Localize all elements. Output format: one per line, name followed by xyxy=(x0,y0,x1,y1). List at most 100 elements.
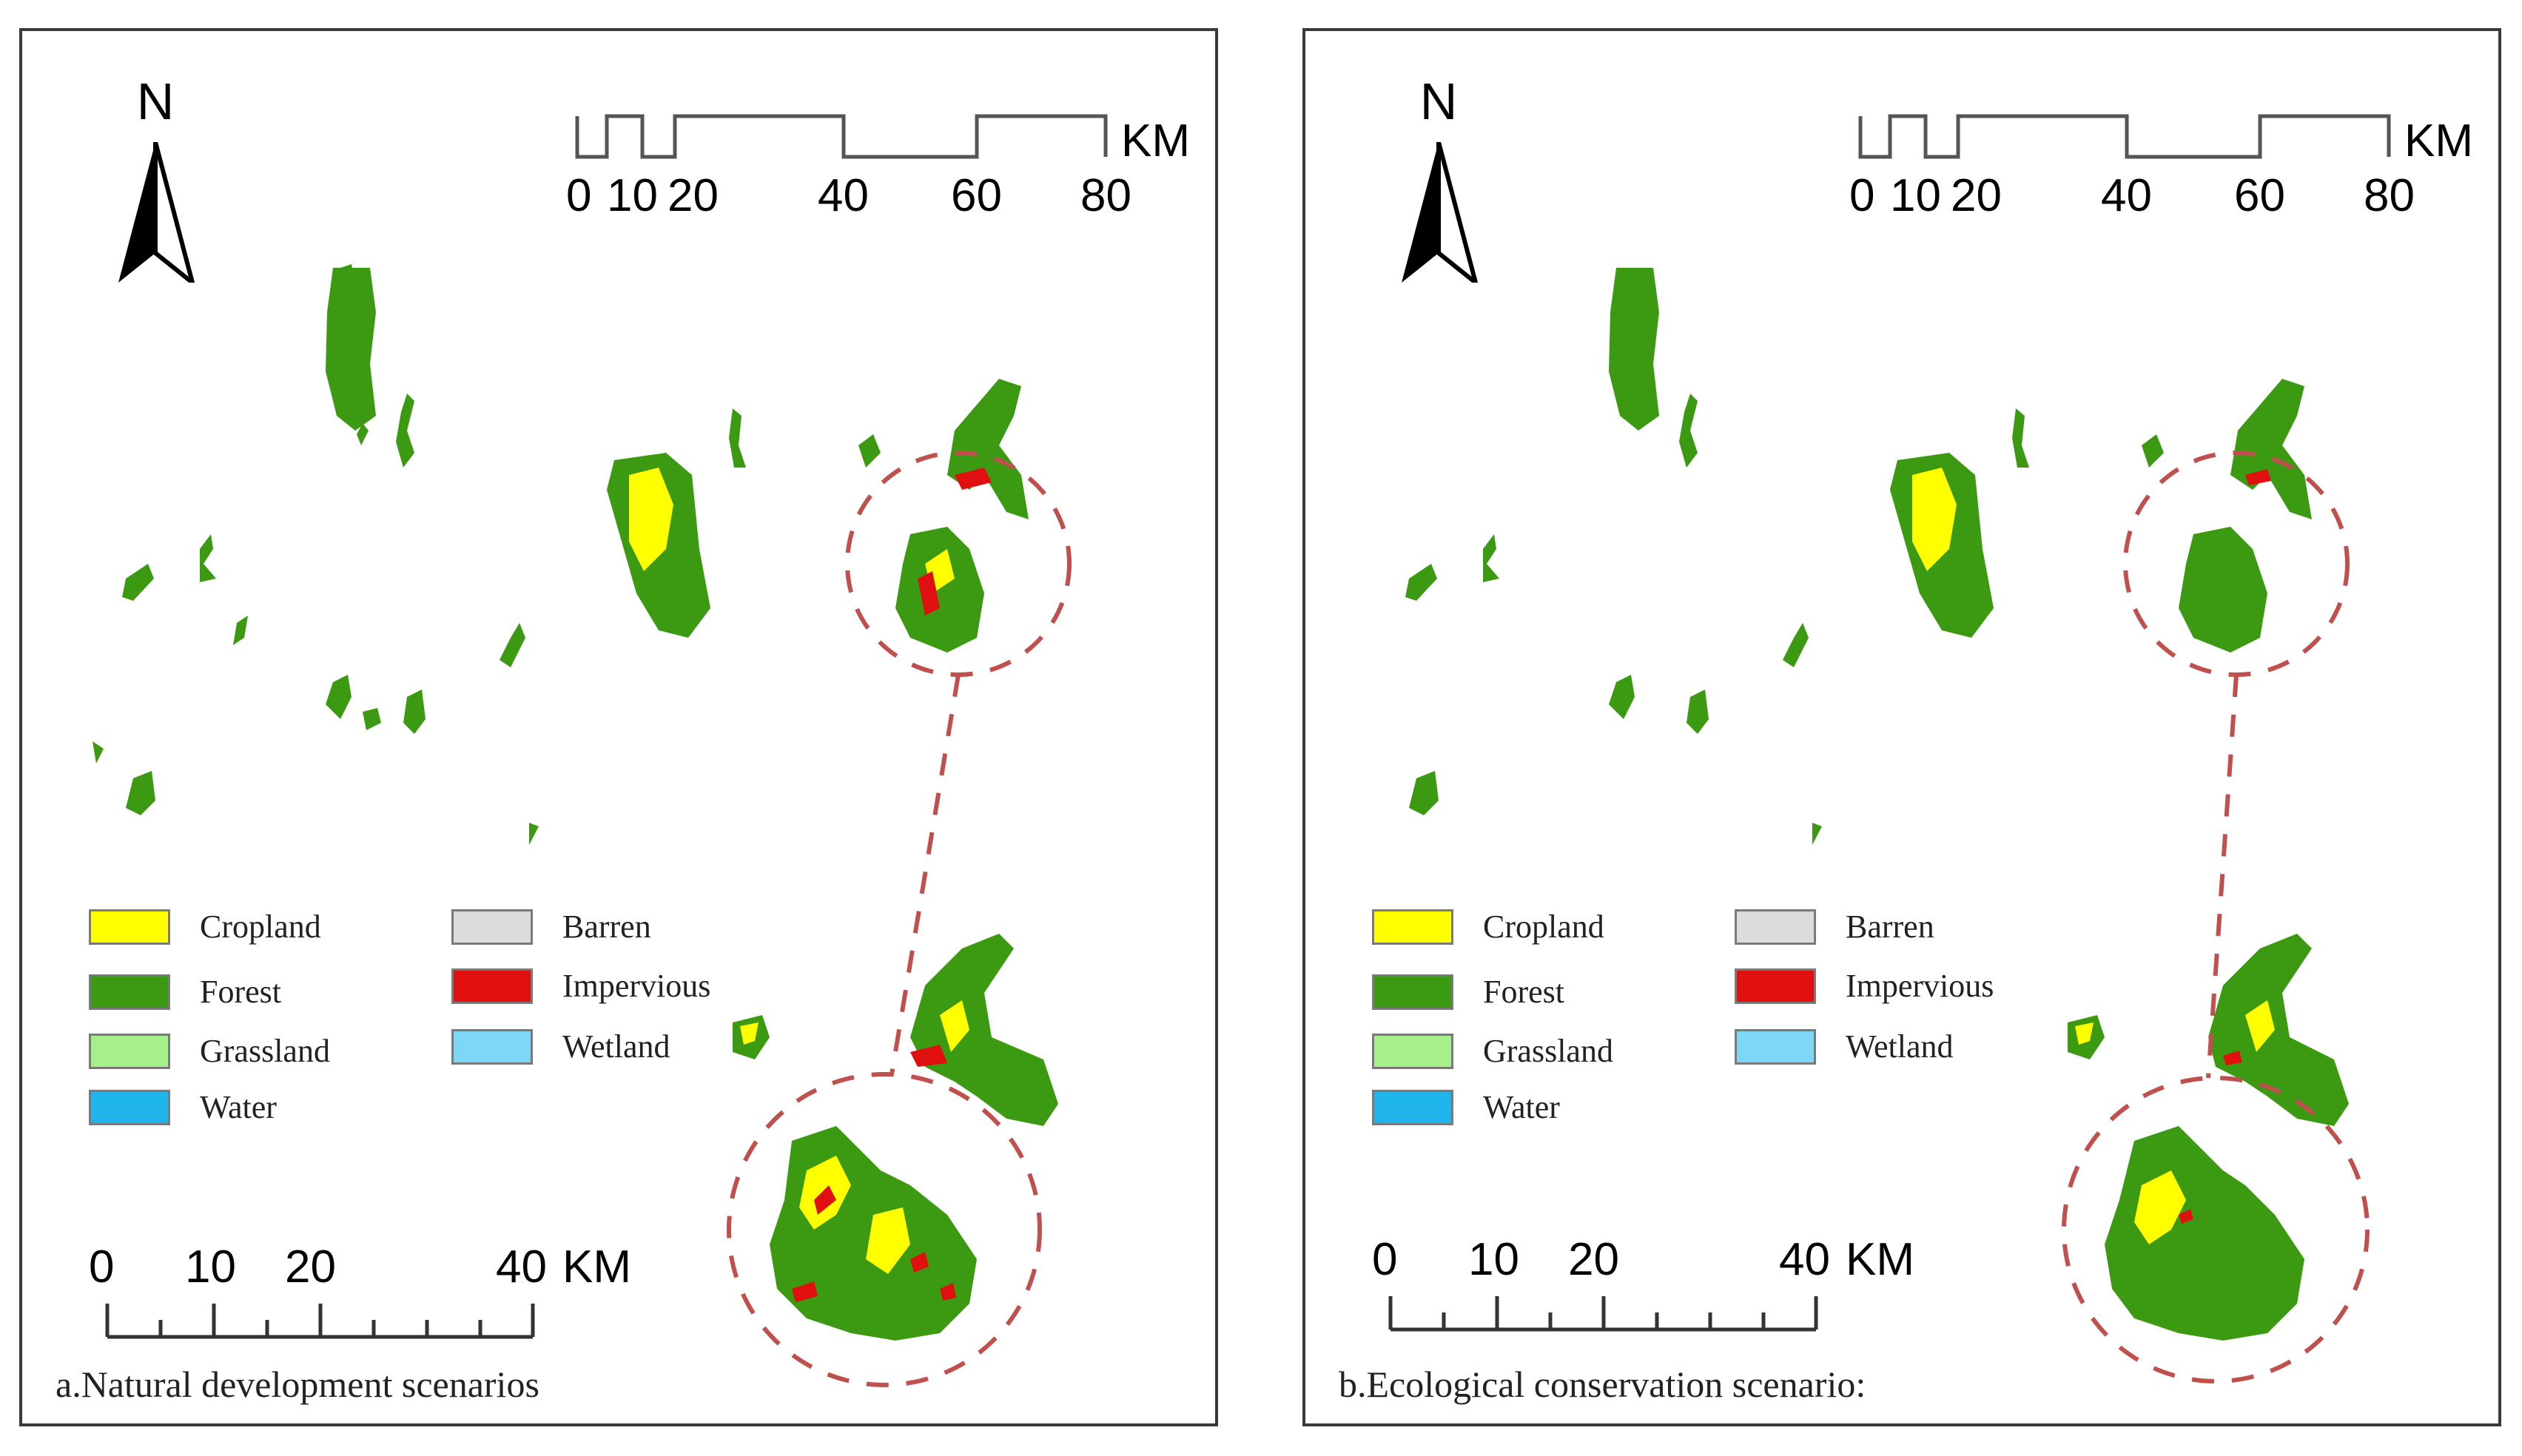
highlight-circles xyxy=(2062,451,2370,1383)
patch xyxy=(2245,1000,2275,1052)
patch xyxy=(500,623,525,667)
legend-label: Barren xyxy=(1846,909,1934,945)
scale-unit: KM xyxy=(562,1241,631,1292)
patch xyxy=(122,564,154,601)
patch xyxy=(1609,675,1635,719)
patch xyxy=(529,823,539,845)
patch xyxy=(2075,1022,2094,1045)
forest-patches xyxy=(93,264,1058,1341)
legend-item-forest: Forest xyxy=(89,973,281,1011)
patch xyxy=(396,394,414,468)
panel-caption: b.Ecological conservation scenario: xyxy=(1339,1364,1866,1405)
legend-item-grassland: Grassland xyxy=(89,1032,330,1070)
legend-swatch xyxy=(451,909,533,945)
connector-line xyxy=(2206,674,2239,1079)
highlight-circle xyxy=(727,1072,1042,1387)
patch xyxy=(2230,379,2312,519)
patch xyxy=(233,616,248,645)
impervious-patches xyxy=(792,468,992,1302)
connector-line xyxy=(890,674,961,1075)
legend-label: Wetland xyxy=(562,1028,670,1065)
map-panel-natural: N 0 10 20 40 60 80 KM Cropland Forest xyxy=(19,28,1218,1426)
map-canvas xyxy=(1405,268,2370,1383)
legend-item-impervious: Impervious xyxy=(451,967,710,1005)
legend-label: Forest xyxy=(1483,974,1564,1010)
patch xyxy=(1687,690,1709,734)
north-arrow: N xyxy=(104,75,207,283)
patch xyxy=(93,741,104,764)
scale-tick: 10 xyxy=(185,1241,236,1292)
patch xyxy=(1783,623,1809,667)
legend-label: Grassland xyxy=(1483,1033,1613,1069)
legend-item-impervious: Impervious xyxy=(1735,967,1994,1005)
patch xyxy=(1812,823,1822,845)
legend-label: Water xyxy=(1483,1089,1560,1125)
legend-item-wetland: Wetland xyxy=(451,1028,670,1065)
legend-item-grassland: Grassland xyxy=(1372,1032,1613,1070)
patch xyxy=(2179,527,2267,653)
north-arrow-icon xyxy=(1402,142,1479,283)
patch xyxy=(357,423,369,445)
patch xyxy=(1679,394,1698,468)
patch xyxy=(363,708,381,730)
legend: Cropland Forest Grassland Water Barren I… xyxy=(1372,908,2082,1159)
scale-tick: 10 xyxy=(1890,170,1941,221)
highlight-circles xyxy=(727,451,1072,1387)
legend-item-wetland: Wetland xyxy=(1735,1028,1954,1065)
patch xyxy=(2223,1051,2242,1065)
patch xyxy=(2179,1209,2193,1224)
panel-caption: a.Natural development scenarios xyxy=(56,1364,539,1405)
scale-tick: 40 xyxy=(818,170,869,221)
patch xyxy=(910,934,1058,1126)
patch xyxy=(126,771,155,815)
scale-tick: 20 xyxy=(285,1241,336,1292)
scale-tick: 0 xyxy=(566,170,592,221)
north-arrow: N xyxy=(1387,75,1490,283)
patch xyxy=(2142,434,2164,468)
patch xyxy=(326,268,376,431)
scale-tick: 0 xyxy=(1372,1234,1398,1285)
legend-item-barren: Barren xyxy=(1735,908,1934,946)
scale-tick: 40 xyxy=(496,1241,547,1292)
scale-tick: 60 xyxy=(2234,170,2285,221)
patch xyxy=(910,1045,947,1067)
patch xyxy=(2208,934,2349,1126)
patch xyxy=(1483,534,1499,582)
legend-swatch xyxy=(451,968,533,1004)
patch xyxy=(200,534,216,582)
patch xyxy=(740,1022,759,1045)
legend-swatch xyxy=(1372,1089,1453,1125)
legend-item-barren: Barren xyxy=(451,908,651,946)
legend-label: Barren xyxy=(562,909,651,945)
patch xyxy=(729,408,746,468)
scale-unit: KM xyxy=(2404,115,2473,166)
highlight-circle xyxy=(2062,1076,2370,1383)
patch xyxy=(940,1000,969,1052)
scale-tick: 0 xyxy=(1849,170,1875,221)
map-panel-conservation: N 0 10 20 40 60 80 KM Cropland Forest xyxy=(1302,28,2501,1426)
legend-label: Water xyxy=(200,1089,277,1125)
scale-tick: 40 xyxy=(1779,1234,1830,1285)
north-label: N xyxy=(1419,73,1458,130)
scale-tick: 20 xyxy=(668,170,719,221)
legend-swatch xyxy=(1735,968,1816,1004)
patch xyxy=(955,468,992,490)
scale-tick: 20 xyxy=(1568,1234,1619,1285)
legend-label: Cropland xyxy=(1483,909,1604,945)
legend-item-water: Water xyxy=(1372,1088,1560,1126)
legend-swatch xyxy=(1372,974,1453,1010)
patch xyxy=(866,1207,910,1274)
scale-tick: 60 xyxy=(951,170,1002,221)
patch xyxy=(1609,268,1659,431)
scale-unit: KM xyxy=(1846,1234,1914,1285)
legend-swatch xyxy=(1372,1033,1453,1069)
legend-label: Impervious xyxy=(1846,968,1994,1004)
legend-label: Cropland xyxy=(200,909,321,945)
patch xyxy=(2012,408,2029,468)
patch xyxy=(895,527,984,653)
patch xyxy=(340,264,354,275)
legend-swatch xyxy=(89,974,170,1010)
legend-swatch xyxy=(89,909,170,945)
legend-swatch xyxy=(1735,909,1816,945)
patch xyxy=(858,434,881,468)
